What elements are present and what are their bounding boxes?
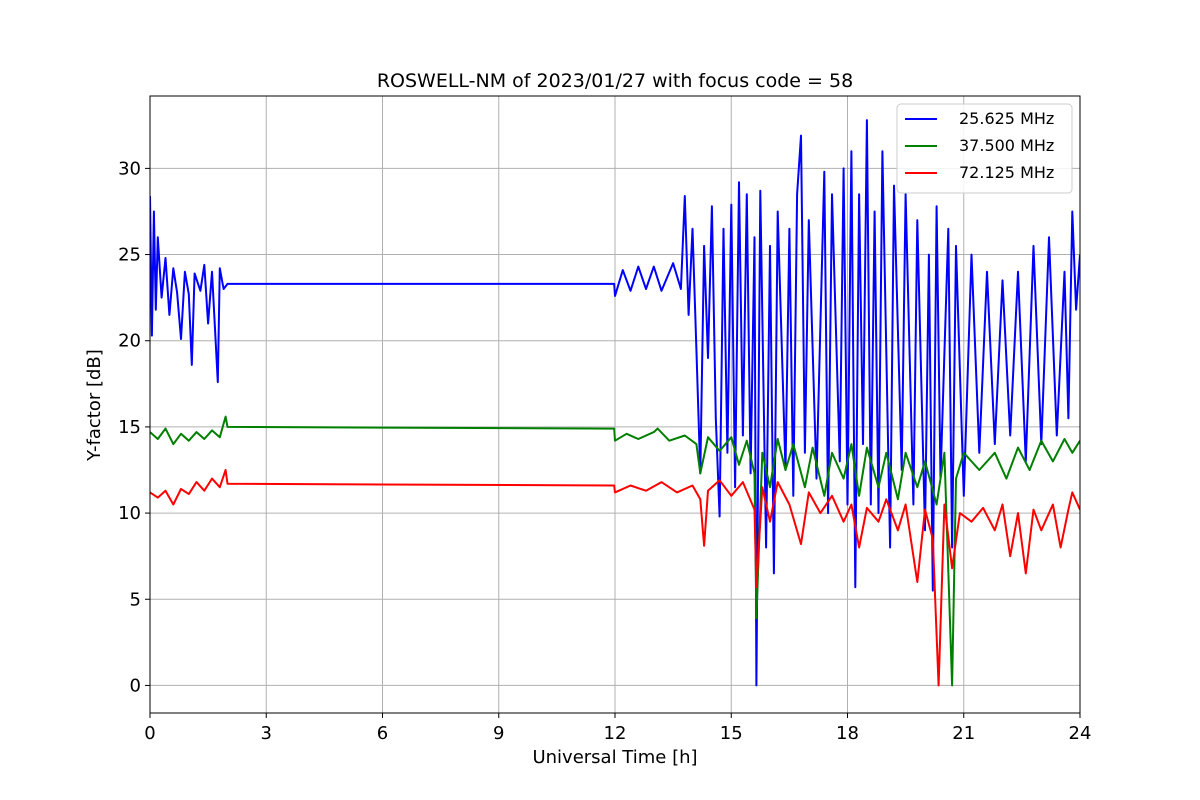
- series-line-1: [150, 119, 1080, 687]
- x-tick-label: 21: [952, 723, 975, 744]
- legend-label: 37.500 MHz: [959, 136, 1054, 155]
- x-tick-label: 15: [720, 723, 743, 744]
- y-tick-label: 30: [118, 158, 141, 179]
- series-line-3: [150, 469, 1080, 687]
- legend-box: [896, 103, 1073, 194]
- x-tick-label: 12: [604, 723, 627, 744]
- x-tick-label: 18: [836, 723, 859, 744]
- y-axis-ticks: 0 5 10 15 20 25 30: [118, 158, 150, 696]
- y-tick-label: 5: [130, 589, 141, 610]
- x-tick-label: 24: [1069, 723, 1092, 744]
- x-tick-label: 9: [493, 723, 504, 744]
- y-tick-label: 15: [118, 417, 141, 438]
- legend-label: 25.625 MHz: [959, 109, 1054, 128]
- legend: 25.625 MHz 37.500 MHz 72.125 MHz: [896, 103, 1073, 194]
- y-tick-label: 25: [118, 245, 141, 266]
- y-axis-label: Y-factor [dB]: [84, 349, 105, 462]
- y-tick-label: 20: [118, 331, 141, 352]
- plot-series-group: [150, 119, 1080, 687]
- chart-title: ROSWELL-NM of 2023/01/27 with focus code…: [377, 70, 853, 92]
- x-axis-ticks: 0 3 6 9 12 15 18 21 24: [144, 713, 1091, 744]
- x-tick-label: 3: [261, 723, 272, 744]
- x-axis-label: Universal Time [h]: [532, 747, 697, 768]
- series-line-2: [150, 415, 1080, 687]
- y-tick-label: 0: [130, 675, 141, 696]
- x-tick-label: 6: [377, 723, 388, 744]
- y-tick-label: 10: [118, 503, 141, 524]
- legend-label: 72.125 MHz: [959, 163, 1054, 182]
- x-tick-label: 0: [144, 723, 155, 744]
